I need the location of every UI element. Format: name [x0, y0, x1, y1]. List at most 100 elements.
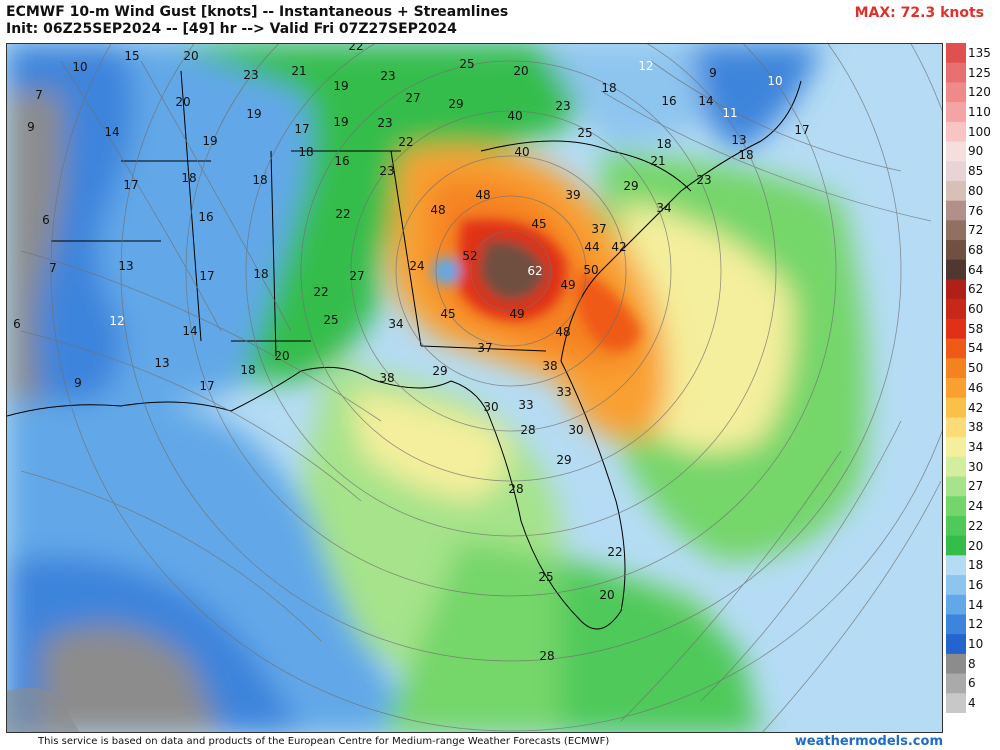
- gust-value-label: 24: [409, 259, 425, 273]
- color-scale-label: 80: [968, 183, 984, 198]
- gust-value-label: 6: [42, 213, 50, 227]
- gust-value-label: 62: [527, 264, 543, 278]
- gust-value-label: 23: [377, 116, 393, 130]
- gust-value-label: 49: [560, 278, 576, 292]
- gust-value-label: 10: [72, 60, 88, 74]
- max-gust-label: MAX: 72.3 knots: [854, 5, 984, 21]
- color-scale-label: 34: [968, 440, 984, 454]
- color-swatch: [946, 653, 966, 675]
- color-swatch: [946, 358, 966, 379]
- gust-value-label: 15: [124, 49, 140, 63]
- color-swatch: [946, 673, 966, 694]
- color-scale-label: 42: [968, 400, 984, 415]
- brand-link[interactable]: weathermodels.com: [794, 734, 943, 749]
- gust-value-label: 18: [601, 81, 617, 95]
- color-scale-label: 125: [968, 65, 991, 80]
- color-scale-label: 135: [968, 45, 991, 60]
- gust-value-label: 12: [109, 314, 125, 328]
- gust-value-label: 29: [432, 364, 448, 378]
- gust-value-label: 22: [398, 135, 414, 149]
- color-swatch: [946, 594, 966, 615]
- color-swatch: [946, 259, 966, 280]
- map-canvas: [7, 44, 942, 732]
- gust-value-label: 44: [584, 240, 600, 254]
- gust-value-label: 52: [462, 249, 478, 263]
- gust-value-label: 16: [661, 94, 677, 108]
- color-swatch: [946, 496, 966, 517]
- color-scale-label: 8: [968, 656, 976, 671]
- gust-value-label: 18: [240, 363, 256, 377]
- gust-value-label: 20: [513, 64, 529, 78]
- gust-value-label: 13: [118, 259, 134, 273]
- gust-value-label: 22: [348, 43, 364, 53]
- gust-value-label: 18: [298, 145, 314, 159]
- gust-value-label: 14: [698, 94, 714, 108]
- gust-value-label: 19: [333, 115, 349, 129]
- color-swatch: [946, 515, 966, 537]
- gust-value-label: 23: [379, 164, 395, 178]
- color-swatch: [946, 614, 966, 635]
- gust-value-label: 25: [577, 126, 593, 140]
- gust-value-label: 7: [35, 88, 43, 102]
- color-scale-label: 76: [968, 203, 984, 218]
- color-scale-bar: [946, 43, 966, 713]
- gust-value-label: 19: [246, 107, 262, 121]
- color-swatch: [946, 82, 966, 103]
- color-scale-label: 60: [968, 302, 984, 316]
- color-scale-label: 62: [968, 282, 984, 297]
- color-scale-label: 72: [968, 223, 984, 238]
- color-swatch: [946, 338, 966, 359]
- color-swatch: [946, 417, 966, 438]
- color-swatch: [946, 200, 966, 221]
- color-swatch: [946, 437, 966, 458]
- gust-value-label: 18: [738, 148, 754, 162]
- gust-value-label: 21: [291, 64, 307, 78]
- gust-value-label: 40: [514, 145, 530, 159]
- color-swatch: [946, 161, 966, 182]
- color-scale-label: 85: [968, 164, 984, 179]
- gust-value-label: 28: [539, 649, 555, 663]
- color-scale-label: 110: [968, 105, 991, 119]
- gust-value-label: 39: [565, 188, 581, 202]
- color-scale-label: 64: [968, 262, 984, 277]
- gust-value-label: 23: [555, 99, 571, 113]
- gust-value-label: 40: [507, 109, 523, 123]
- gust-value-label: 34: [656, 201, 672, 215]
- gust-value-label: 48: [555, 325, 571, 339]
- gust-value-label: 23: [696, 173, 712, 187]
- gust-value-label: 18: [656, 137, 672, 151]
- color-scale-label: 24: [968, 499, 984, 514]
- gust-value-label: 22: [313, 285, 329, 299]
- gust-value-label: 34: [388, 317, 404, 331]
- gust-value-label: 30: [568, 423, 584, 437]
- gust-value-label: 20: [274, 349, 290, 363]
- gust-value-label: 33: [556, 385, 572, 399]
- gust-value-label: 17: [794, 123, 810, 137]
- gust-value-label: 17: [199, 269, 215, 283]
- gust-value-label: 17: [294, 122, 310, 136]
- gust-value-label: 13: [154, 356, 170, 370]
- color-swatch: [946, 62, 966, 83]
- color-swatch: [946, 121, 966, 143]
- color-scale-label: 68: [968, 242, 984, 257]
- gust-value-label: 33: [518, 398, 534, 412]
- gust-value-label: 18: [181, 171, 197, 185]
- color-swatch: [946, 555, 966, 576]
- color-scale-label: 50: [968, 361, 984, 376]
- color-scale-label: 100: [968, 124, 991, 139]
- color-swatch: [946, 180, 966, 202]
- gust-value-label: 6: [13, 317, 21, 331]
- color-swatch: [946, 43, 966, 64]
- color-swatch: [946, 693, 966, 713]
- gust-value-label: 22: [607, 545, 623, 559]
- gust-value-label: 48: [430, 203, 446, 217]
- gust-value-label: 29: [623, 179, 639, 193]
- color-scale-label: 120: [968, 85, 991, 100]
- gust-value-label: 9: [709, 66, 717, 80]
- gust-value-label: 7: [49, 261, 57, 275]
- gust-value-label: 42: [611, 240, 627, 254]
- color-swatch: [946, 279, 966, 300]
- color-swatch: [946, 378, 966, 399]
- ecmwf-disclaimer: This service is based on data and produc…: [38, 736, 610, 747]
- gust-value-label: 14: [104, 125, 120, 139]
